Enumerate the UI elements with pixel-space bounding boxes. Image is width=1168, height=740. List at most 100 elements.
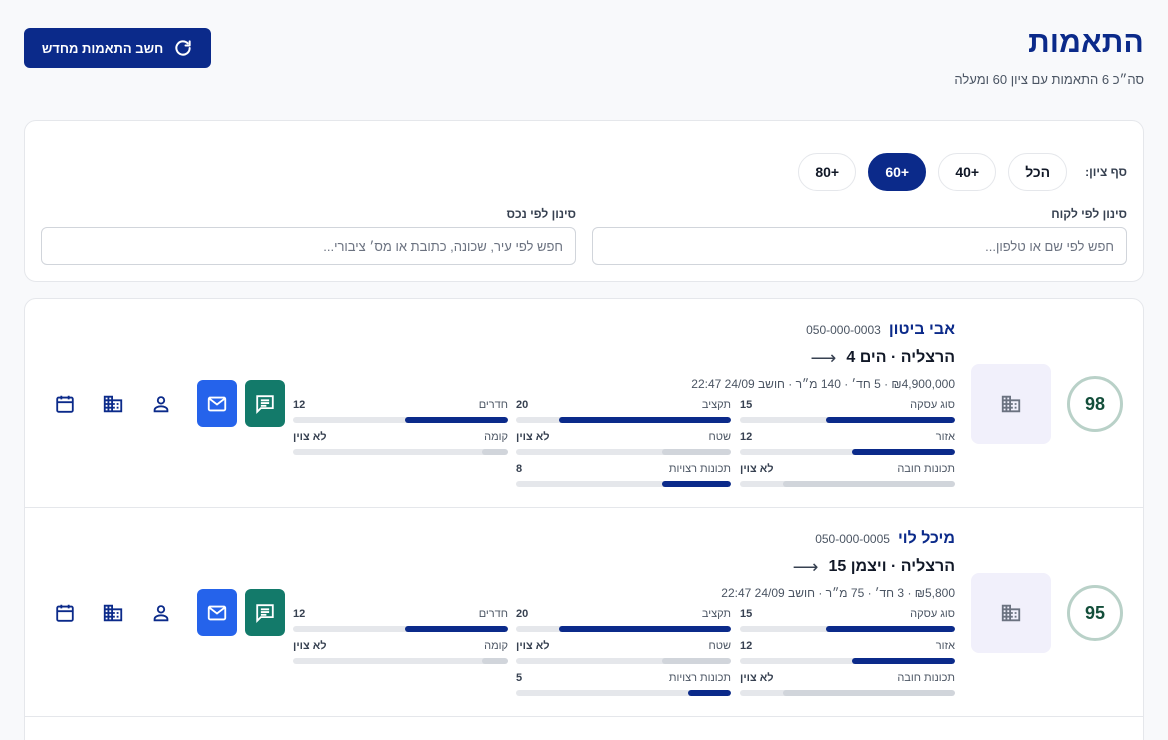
building-icon — [103, 395, 123, 412]
metric-fill — [482, 449, 508, 455]
email-button[interactable] — [197, 589, 237, 636]
metric-bar — [516, 690, 731, 696]
chat-button[interactable] — [245, 380, 285, 427]
property-details: ₪4,900,000 · 5 חד׳ · 140 מ״ר · חושב 24/0… — [691, 377, 955, 391]
metric-value: 12 — [740, 640, 753, 652]
metric-value: לא צוין — [740, 672, 774, 684]
title-block: התאמות סה״כ 6 התאמות עם ציון 60 ומעלה — [954, 26, 1144, 87]
metric-label: חדרים — [478, 399, 508, 411]
metric-floor: קומה לא צוין — [293, 431, 508, 455]
metric-value: לא צוין — [293, 431, 327, 443]
chat-icon — [256, 603, 274, 623]
metric-budget: תקציב 20 — [516, 399, 731, 423]
metric-value: לא צוין — [740, 463, 774, 475]
client-name[interactable]: אבי ביטון — [888, 321, 955, 338]
metric-fill — [404, 626, 508, 632]
threshold-label: סף ציון: — [1085, 165, 1127, 179]
calendar-icon — [56, 395, 74, 413]
property-search-input[interactable] — [41, 227, 576, 265]
metric-label: תקציב — [701, 608, 731, 620]
property-line[interactable]: הרצליה · הים 4 ⟶ — [293, 349, 955, 367]
property-button[interactable] — [97, 388, 129, 420]
metric-bar — [516, 417, 731, 423]
chat-icon — [256, 394, 274, 414]
metric-value: לא צוין — [516, 431, 550, 443]
metric-desired-features: תכונות רצויות 8 — [516, 463, 731, 487]
metric-deal-type: סוג עסקה 15 — [740, 608, 955, 632]
email-button[interactable] — [197, 380, 237, 427]
metric-bar — [516, 658, 731, 664]
metric-label: סוג עסקה — [910, 608, 955, 620]
metric-label: תכונות רצויות — [668, 672, 731, 684]
metric-fill — [688, 690, 731, 696]
metric-rooms: חדרים 12 — [293, 399, 508, 423]
person-icon — [153, 604, 169, 621]
arrow-left-icon: ⟶ — [810, 348, 837, 368]
metric-label: תקציב — [701, 399, 731, 411]
metric-bar — [740, 658, 955, 664]
matches-list: 98 אבי ביטון 050-000-0003 הרצליה · הים 4… — [24, 298, 1144, 740]
metric-value: 12 — [293, 399, 306, 411]
client-line: אבי ביטון 050-000-0003 — [293, 321, 955, 339]
metric-fill — [662, 481, 731, 487]
metric-fill — [662, 449, 731, 455]
metric-fill — [662, 658, 731, 664]
metric-bar — [293, 417, 508, 423]
metric-label: חדרים — [478, 608, 508, 620]
arrow-left-icon: ⟶ — [792, 557, 819, 577]
client-button[interactable] — [145, 597, 177, 629]
person-icon — [153, 395, 169, 412]
schedule-button[interactable] — [49, 388, 81, 420]
metric-required-features: תכונות חובה לא צוין — [740, 672, 955, 696]
metric-label: תכונות חובה — [897, 463, 955, 475]
client-name[interactable]: מיכל לוי — [897, 530, 955, 547]
metric-label: תכונות חובה — [897, 672, 955, 684]
metric-fill — [826, 626, 955, 632]
page-header: התאמות סה״כ 6 התאמות עם ציון 60 ומעלה חש… — [24, 0, 1144, 120]
chip-all[interactable]: הכל — [1008, 153, 1068, 191]
chip-60[interactable]: +60 — [868, 153, 927, 191]
email-icon — [207, 396, 227, 411]
metric-value: 12 — [293, 608, 306, 620]
match-info: מיכל לוי 050-000-0005 הרצליה · ויצמן 15 … — [293, 530, 955, 600]
building-icon — [1001, 604, 1021, 622]
metric-value: 20 — [516, 399, 529, 411]
property-title: הרצליה · ויצמן 15 — [828, 558, 955, 575]
property-title: הרצליה · הים 4 — [846, 349, 955, 366]
metric-fill — [783, 481, 955, 487]
metric-label: תכונות רצויות — [668, 463, 731, 475]
metric-bar — [293, 658, 508, 664]
metric-value: לא צוין — [516, 640, 550, 652]
property-thumbnail[interactable] — [971, 573, 1051, 653]
metric-bar — [516, 481, 731, 487]
client-button[interactable] — [145, 388, 177, 420]
metric-fill — [851, 449, 955, 455]
schedule-button[interactable] — [49, 597, 81, 629]
chip-40[interactable]: +40 — [938, 153, 997, 191]
metric-label: אזור — [935, 431, 955, 443]
metric-bar — [740, 626, 955, 632]
recalc-button[interactable]: חשב התאמות מחדש — [24, 28, 211, 68]
property-filter-label: סינון לפי נכס — [506, 207, 576, 221]
metric-label: אזור — [935, 640, 955, 652]
score-badge: 95 — [1067, 585, 1123, 641]
chat-button[interactable] — [245, 589, 285, 636]
metric-value: 20 — [516, 608, 529, 620]
score-badge: 98 — [1067, 376, 1123, 432]
match-actions — [49, 589, 285, 636]
client-phone: 050-000-0003 — [806, 323, 881, 337]
metric-bar — [516, 626, 731, 632]
property-button[interactable] — [97, 597, 129, 629]
property-line[interactable]: הרצליה · ויצמן 15 ⟶ — [293, 558, 955, 576]
property-thumbnail[interactable] — [971, 364, 1051, 444]
metric-bar — [740, 417, 955, 423]
metric-required-features: תכונות חובה לא צוין — [740, 463, 955, 487]
match-row: 98 אבי ביטון 050-000-0003 הרצליה · הים 4… — [25, 299, 1143, 508]
metric-area: אזור 12 — [740, 431, 955, 455]
score-threshold: סף ציון: הכל +40 +60 +80 — [798, 153, 1127, 191]
metric-label: קומה — [484, 640, 508, 652]
metric-bar — [293, 626, 508, 632]
chip-80[interactable]: +80 — [798, 153, 857, 191]
metric-fill — [851, 658, 955, 664]
client-search-input[interactable] — [592, 227, 1127, 265]
